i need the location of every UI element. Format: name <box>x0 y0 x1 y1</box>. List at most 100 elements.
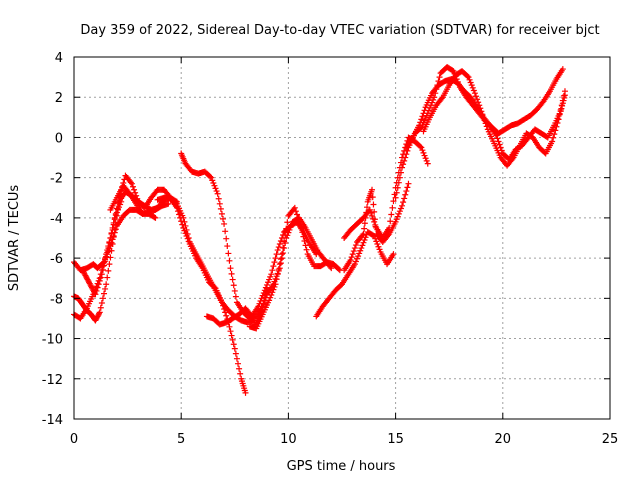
data-point <box>390 251 397 258</box>
data-point <box>350 248 357 255</box>
data-point <box>151 214 158 221</box>
data-point <box>277 260 284 267</box>
data-point <box>232 293 239 300</box>
data-point <box>267 273 274 280</box>
y-tick-label: -6 <box>50 252 63 267</box>
data-point <box>215 195 222 202</box>
data-point <box>394 213 401 220</box>
data-point <box>370 201 377 208</box>
data-point <box>268 271 275 278</box>
y-tick-label: 0 <box>55 131 63 146</box>
data-point <box>113 209 120 216</box>
data-point <box>114 206 121 213</box>
data-point <box>275 244 282 251</box>
data-point <box>272 275 279 282</box>
data-point <box>348 254 355 261</box>
data-point <box>361 220 368 227</box>
data-point <box>230 341 237 348</box>
x-tick-label: 15 <box>387 432 404 447</box>
data-point <box>228 270 235 277</box>
data-point <box>231 345 238 352</box>
data-point <box>226 257 233 264</box>
data-point <box>559 66 566 73</box>
data-point <box>283 225 290 232</box>
data-point <box>397 205 404 212</box>
data-point <box>480 114 487 121</box>
series-arc4 <box>79 198 125 298</box>
data-point <box>112 212 119 219</box>
y-tick-label: -2 <box>50 172 63 187</box>
data-point <box>394 184 401 191</box>
data-point <box>395 179 402 186</box>
data-point <box>105 245 112 252</box>
data-point <box>468 82 475 89</box>
data-point <box>210 180 217 187</box>
data-point <box>259 292 266 299</box>
data-point <box>207 173 214 180</box>
data-point <box>286 226 293 233</box>
data-point <box>271 259 278 266</box>
x-axis-label: GPS time / hours <box>287 459 396 474</box>
data-point <box>493 132 500 139</box>
data-point <box>106 240 113 247</box>
data-point <box>93 287 100 294</box>
data-point <box>265 279 272 286</box>
series-arc6 <box>154 194 249 396</box>
data-point <box>185 235 192 241</box>
y-tick-label: -8 <box>50 292 63 307</box>
data-point <box>259 304 266 311</box>
data-point <box>349 251 356 258</box>
data-point <box>403 188 410 195</box>
data-point <box>393 216 400 223</box>
data-point <box>266 276 273 283</box>
data-point <box>495 138 502 145</box>
series-arc11 <box>251 214 335 330</box>
data-point <box>273 273 280 280</box>
data-point <box>283 235 290 241</box>
data-point <box>423 157 430 164</box>
data-point <box>352 258 359 265</box>
data-point <box>469 84 476 91</box>
data-point <box>553 123 560 130</box>
data-point <box>92 291 99 298</box>
data-point <box>280 250 287 257</box>
data-point <box>274 270 281 277</box>
data-point <box>132 189 139 196</box>
data-points <box>71 64 568 396</box>
data-point <box>358 245 365 252</box>
data-point <box>467 79 474 86</box>
data-point <box>476 102 483 109</box>
x-tick-label: 0 <box>70 432 78 447</box>
data-point <box>181 218 188 225</box>
data-point <box>483 123 490 130</box>
data-point <box>96 277 103 284</box>
data-point <box>281 245 288 252</box>
data-point <box>474 96 481 103</box>
data-point <box>426 104 433 111</box>
data-point <box>257 311 264 318</box>
data-point <box>549 138 556 145</box>
data-point <box>272 255 279 262</box>
data-point <box>420 110 427 117</box>
data-point <box>109 241 116 248</box>
data-point <box>399 164 406 171</box>
data-point <box>375 243 382 250</box>
data-point <box>551 131 558 138</box>
data-point <box>106 261 113 268</box>
data-point <box>373 238 380 245</box>
data-point <box>556 111 563 118</box>
data-point <box>231 287 238 294</box>
data-point <box>438 95 445 102</box>
data-point <box>102 285 109 292</box>
data-point <box>117 201 124 208</box>
data-point <box>561 88 568 95</box>
data-point <box>371 208 378 215</box>
data-point <box>256 300 263 307</box>
series-arc7 <box>167 196 258 326</box>
data-point <box>211 182 218 189</box>
data-point <box>555 116 562 123</box>
data-point <box>388 211 395 218</box>
data-point <box>393 189 400 196</box>
data-point <box>550 134 557 141</box>
